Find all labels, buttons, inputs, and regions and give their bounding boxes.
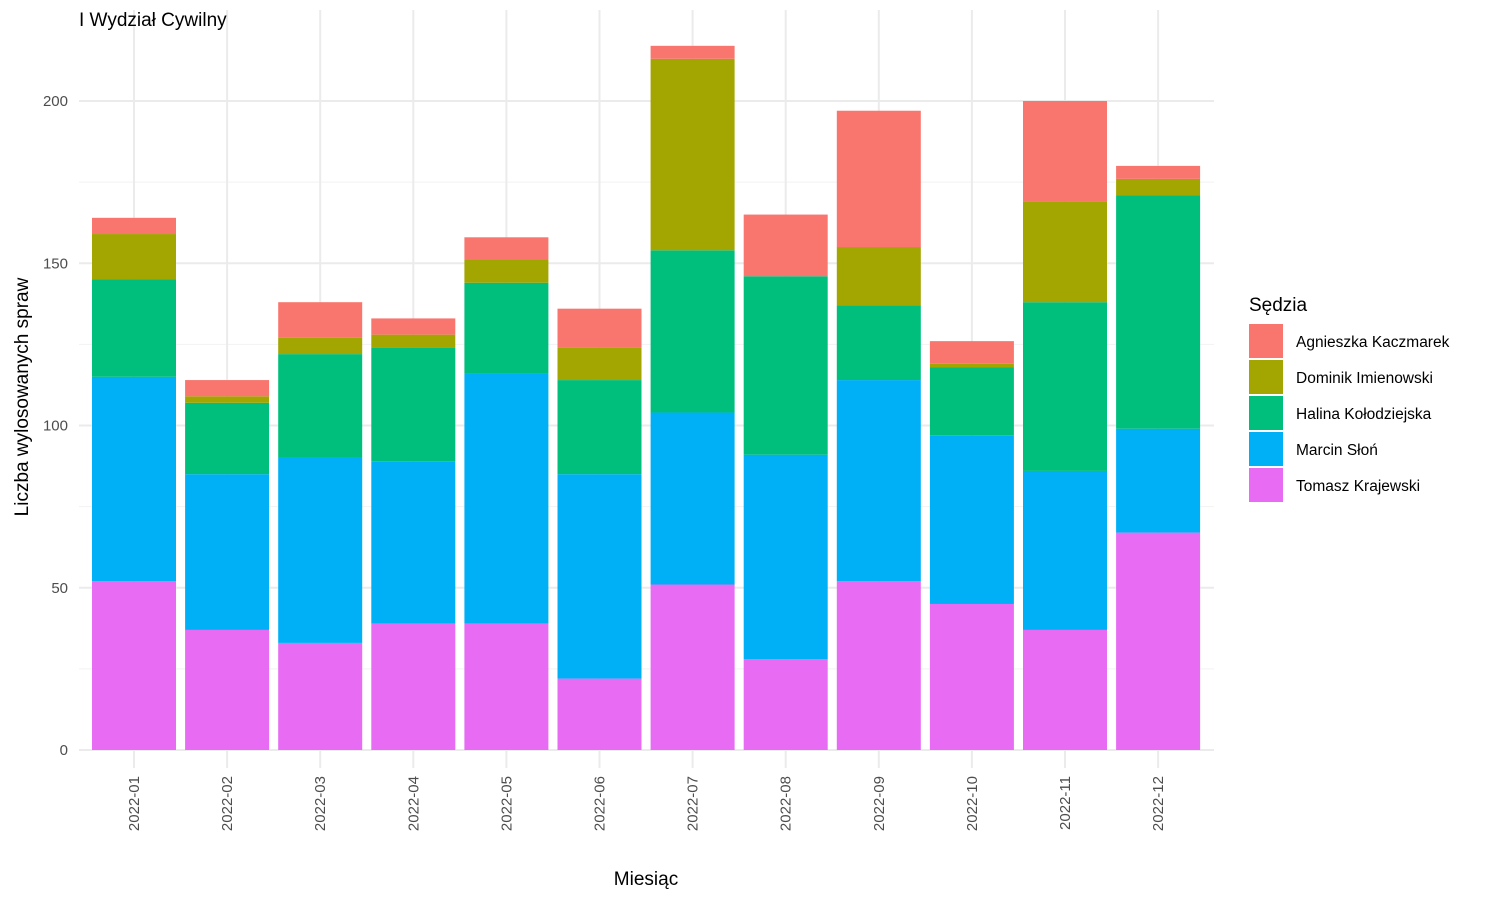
bar-segment (185, 402, 270, 475)
bar-segment (650, 45, 735, 59)
legend-label: Halina Kołodziejska (1296, 406, 1432, 423)
bar-segment (650, 58, 735, 251)
bar-segment (1116, 532, 1201, 750)
x-axis-ticks: 2022-01 2022-02 2022-03 2022-04 2022-05 2022-… (126, 776, 1167, 831)
y-tick-label: 150 (43, 255, 68, 272)
bar-segment (557, 678, 642, 750)
legend-label: Tomasz Krajewski (1296, 478, 1420, 495)
bar-segment (1116, 178, 1201, 196)
bar-segment (371, 347, 456, 462)
bar-segment (464, 623, 549, 750)
bar-segment (278, 302, 363, 338)
y-tick-label: 50 (51, 580, 68, 597)
x-tick-label: 2022-11 (1057, 776, 1074, 830)
legend-swatch (1249, 324, 1283, 358)
bar-segment (185, 380, 270, 397)
bar-segment (1023, 302, 1107, 471)
bar-segment (278, 457, 363, 643)
x-tick-label: 2022-12 (1150, 776, 1167, 831)
x-axis-title: Miesiąc (614, 869, 678, 890)
bar-segment (836, 247, 921, 306)
bar-segment (464, 260, 549, 283)
legend-swatch (1249, 396, 1283, 430)
bar-segment (1023, 629, 1107, 750)
bar-segment (557, 308, 642, 348)
bar-segment (557, 380, 642, 475)
x-tick-label: 2022-06 (592, 776, 609, 831)
bar-segment (278, 642, 363, 750)
bar-segment (371, 318, 456, 335)
bar-segment (185, 629, 270, 750)
bar-segment (464, 237, 549, 261)
bar-segment (92, 376, 176, 582)
bar-segment (743, 276, 828, 455)
bar-segment (371, 461, 456, 624)
x-tick-label: 2022-10 (964, 776, 981, 831)
x-tick-label: 2022-04 (405, 776, 422, 831)
bar-segment (929, 603, 1014, 750)
x-tick-label: 2022-09 (871, 776, 888, 831)
bar-segment (743, 659, 828, 750)
bar-segment (371, 334, 456, 348)
bar-segment (1023, 201, 1107, 303)
bar-segment (1023, 101, 1107, 202)
bar-segment (371, 623, 456, 750)
bar-segment (92, 234, 176, 280)
chart-title: I Wydział Cywilny (79, 10, 227, 31)
y-axis-title: Liczba wylosowanych spraw (12, 277, 33, 516)
legend-swatch (1249, 432, 1283, 466)
bar-segment (1116, 428, 1201, 533)
x-tick-label: 2022-03 (312, 776, 329, 831)
legend-label: Marcin Słoń (1296, 442, 1378, 459)
bar-segment (92, 279, 176, 377)
y-tick-label: 100 (43, 418, 68, 435)
bar-segment (464, 373, 549, 624)
legend-swatch (1249, 360, 1283, 394)
y-tick-label: 0 (60, 742, 68, 759)
bar-segment (836, 110, 921, 248)
bar-segment (557, 474, 642, 679)
bar-segment (836, 305, 921, 381)
x-tick-label: 2022-02 (219, 776, 236, 831)
x-tick-label: 2022-07 (685, 776, 702, 831)
bar-segment (1116, 165, 1201, 179)
bar-segment (743, 454, 828, 660)
bar-segment (836, 380, 921, 582)
bar-segment (278, 337, 363, 355)
bar-segment (185, 474, 270, 630)
bar-segment (1023, 470, 1107, 630)
bar-segment (1116, 195, 1201, 429)
x-tick-label: 2022-08 (778, 776, 795, 831)
bar-segment (278, 354, 363, 458)
bar-segment (650, 584, 735, 750)
bar-segment (836, 581, 921, 750)
bar-segment (92, 581, 176, 750)
bar-segment (929, 435, 1014, 604)
bar-segment (185, 396, 270, 403)
bar-segment (464, 282, 549, 374)
y-tick-label: 200 (43, 93, 68, 110)
y-axis-ticks: 0 50 100 150 200 (43, 93, 68, 759)
bar-segment (92, 217, 176, 235)
bar-segment (557, 347, 642, 381)
legend-label: Agnieszka Kaczmarek (1296, 334, 1450, 351)
bar-segment (929, 341, 1014, 364)
bars (92, 45, 1201, 750)
bar-segment (650, 412, 735, 585)
x-tick-label: 2022-01 (126, 776, 143, 831)
legend-swatch (1249, 468, 1283, 502)
legend-label: Dominik Imienowski (1296, 370, 1433, 387)
x-tick-label: 2022-05 (498, 776, 515, 831)
legend-title: Sędzia (1249, 295, 1308, 316)
legend: Sędzia Agnieszka Kaczmarek Dominik Imieno… (1249, 295, 1450, 502)
bar-segment (743, 214, 828, 277)
bar-segment (929, 363, 1014, 368)
bar-segment (929, 367, 1014, 436)
bar-segment (650, 250, 735, 413)
